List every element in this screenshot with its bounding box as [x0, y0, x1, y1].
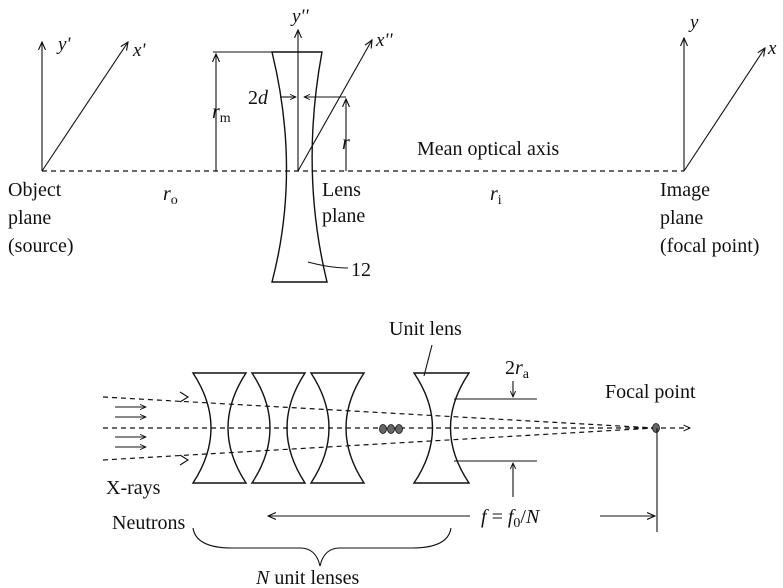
n-unit-lenses-label: N unit lenses	[255, 567, 360, 588]
object-x-axis	[41, 42, 128, 172]
unit-lens-1	[191, 372, 248, 484]
image-x-axis	[683, 48, 765, 172]
incoming-beam-arrows	[115, 407, 146, 447]
lens-shape	[271, 51, 328, 283]
lens-x-label: x''	[375, 30, 393, 51]
ref-12-label: 12	[351, 259, 371, 281]
object-y-label: y'	[56, 34, 71, 55]
focal-point-label: Focal point	[605, 381, 696, 403]
r-o-label: ro	[163, 183, 178, 208]
beam-arrowhead-bottom	[179, 454, 190, 466]
object-plane-label: Object plane (source)	[8, 179, 74, 257]
top-panel: y' x' y x y'' x'' rm 2d r Mean optical a…	[8, 6, 777, 283]
n-unit-lenses-brace	[192, 527, 452, 567]
neutrons-label: Neutrons	[112, 512, 186, 534]
object-x-label: x'	[132, 40, 146, 61]
unit-lens-2	[250, 372, 307, 484]
bottom-panel: Unit lens 2ra Focal point X-rays Neutron…	[102, 318, 696, 588]
r-i-label: ri	[490, 183, 502, 208]
r-label: r	[342, 132, 350, 154]
lens-y-label: y''	[290, 6, 309, 27]
ellipsis-dots	[379, 424, 403, 434]
two-ra-label: 2ra	[505, 357, 530, 382]
beam-line-bottom	[102, 427, 656, 461]
unit-lens-3	[309, 372, 366, 484]
beam-line-top	[102, 396, 656, 429]
xrays-label: X-rays	[106, 477, 161, 499]
unit-lens-label: Unit lens	[389, 318, 462, 340]
image-y-label: y	[688, 12, 699, 33]
image-plane-label: Image plane (focal point)	[660, 179, 759, 257]
focal-point-dot	[652, 423, 660, 433]
ref-12-leader	[307, 261, 349, 269]
beam-arrowhead-top	[179, 391, 190, 403]
focal-length-equation: f = f0/N	[481, 506, 541, 531]
mean-optical-axis-label: Mean optical axis	[417, 138, 559, 160]
lens-plane-label: Lens plane	[322, 179, 366, 227]
r-m-label: rm	[212, 101, 231, 126]
unit-lens-n	[412, 372, 471, 484]
two-d-label: 2d	[248, 87, 269, 109]
lens-x-axis	[297, 40, 372, 172]
unit-lens-leader	[423, 344, 433, 377]
image-x-label: x	[767, 38, 777, 59]
